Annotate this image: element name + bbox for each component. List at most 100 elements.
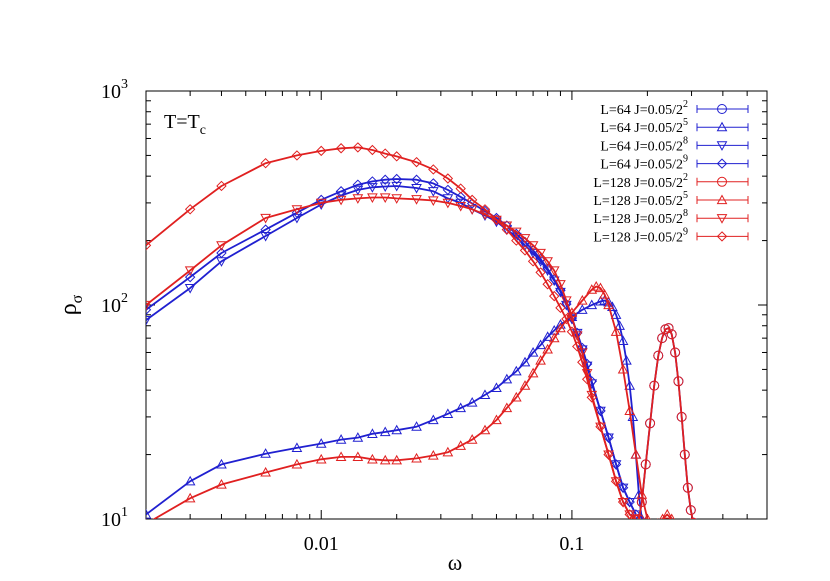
data-point bbox=[595, 405, 606, 417]
data-point bbox=[510, 391, 522, 402]
data-point bbox=[411, 174, 422, 185]
data-point bbox=[649, 380, 660, 391]
data-point bbox=[610, 477, 622, 487]
data-point bbox=[527, 256, 539, 267]
data-point bbox=[411, 156, 422, 168]
data-point bbox=[617, 497, 629, 508]
data-point bbox=[391, 181, 403, 192]
data-point bbox=[535, 355, 546, 365]
data-point bbox=[617, 335, 629, 345]
data-point bbox=[291, 205, 303, 215]
series-line bbox=[638, 327, 694, 519]
data-point bbox=[535, 267, 546, 278]
data-point bbox=[510, 227, 522, 238]
data-point bbox=[146, 300, 152, 311]
data-point bbox=[315, 438, 327, 448]
data-point bbox=[595, 421, 606, 432]
annotation-text: T=Tc bbox=[164, 111, 206, 138]
data-point bbox=[636, 489, 648, 499]
data-point bbox=[466, 397, 478, 407]
data-point bbox=[670, 347, 681, 358]
data-point bbox=[352, 142, 364, 153]
legend-entry-7: L=128 J=0.05/28 bbox=[593, 208, 749, 227]
data-point bbox=[501, 224, 513, 235]
data-point bbox=[560, 296, 572, 306]
data-point bbox=[391, 194, 403, 204]
data-point bbox=[379, 454, 391, 465]
data-point bbox=[657, 518, 659, 519]
data-point bbox=[617, 363, 629, 374]
data-point bbox=[676, 411, 687, 422]
data-point bbox=[617, 483, 629, 494]
data-point bbox=[428, 178, 439, 189]
data-point bbox=[542, 279, 553, 290]
data-point bbox=[614, 320, 625, 330]
data-point bbox=[519, 356, 531, 367]
data-point bbox=[291, 458, 303, 469]
data-point bbox=[367, 183, 378, 193]
legend-entry-8: L=128 J=0.05/29 bbox=[593, 226, 749, 245]
data-point bbox=[511, 228, 522, 240]
data-point bbox=[184, 475, 196, 486]
data-point bbox=[624, 509, 635, 519]
data-point bbox=[466, 434, 478, 444]
data-point bbox=[511, 235, 522, 246]
legend-marker bbox=[716, 194, 728, 205]
data-point bbox=[576, 294, 588, 305]
data-point bbox=[380, 174, 391, 185]
series-line bbox=[152, 285, 673, 519]
legend-marker bbox=[716, 141, 728, 151]
data-point bbox=[260, 157, 271, 169]
data-point bbox=[260, 224, 271, 235]
legend-entry-6: L=128 J=0.05/25 bbox=[593, 190, 749, 209]
data-point bbox=[428, 164, 439, 175]
data-point bbox=[335, 195, 347, 206]
data-point bbox=[590, 280, 602, 291]
data-point bbox=[542, 343, 553, 354]
data-point bbox=[479, 204, 491, 215]
data-point bbox=[555, 322, 566, 333]
data-point bbox=[501, 402, 513, 413]
data-point bbox=[519, 234, 531, 244]
data-point bbox=[663, 323, 674, 334]
data-point bbox=[535, 248, 546, 259]
data-point bbox=[335, 143, 347, 154]
data-point bbox=[146, 508, 152, 519]
data-point bbox=[586, 299, 598, 310]
data-point bbox=[316, 145, 327, 157]
data-point bbox=[391, 424, 403, 435]
data-point bbox=[610, 460, 622, 470]
data-point bbox=[549, 290, 560, 302]
data-point bbox=[442, 173, 454, 184]
y-tick-label: 103 bbox=[101, 77, 128, 103]
data-point bbox=[352, 194, 364, 204]
data-point bbox=[599, 288, 610, 299]
data-point bbox=[335, 451, 347, 462]
series-6 bbox=[146, 280, 675, 519]
data-point bbox=[519, 245, 531, 256]
data-point bbox=[427, 414, 439, 425]
data-point bbox=[184, 283, 196, 294]
data-point bbox=[146, 304, 152, 315]
x-axis-label: ω bbox=[448, 550, 462, 575]
data-point bbox=[653, 350, 664, 361]
data-point bbox=[367, 428, 378, 438]
data-point bbox=[555, 302, 566, 314]
data-point bbox=[666, 329, 677, 340]
plot-area bbox=[146, 142, 697, 519]
data-point bbox=[367, 176, 378, 187]
data-point bbox=[630, 514, 642, 519]
legend-marker bbox=[717, 104, 727, 114]
data-point bbox=[657, 333, 668, 344]
data-point bbox=[510, 365, 522, 376]
data-point bbox=[315, 198, 327, 209]
data-point bbox=[527, 241, 539, 251]
data-point bbox=[624, 405, 636, 415]
series-8 bbox=[146, 142, 642, 519]
data-point bbox=[146, 518, 147, 519]
data-point bbox=[260, 448, 271, 458]
data-point bbox=[555, 280, 566, 290]
data-point bbox=[645, 418, 656, 429]
data-point bbox=[466, 194, 478, 206]
